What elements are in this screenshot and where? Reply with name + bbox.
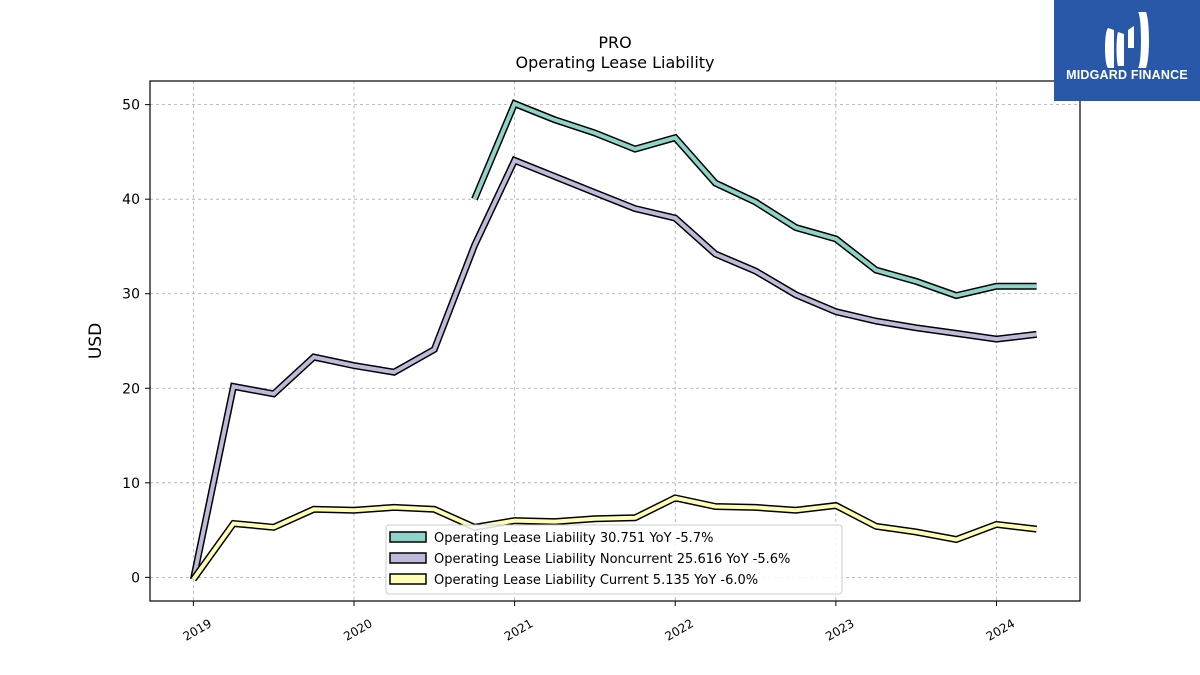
series-2 bbox=[189, 155, 1038, 581]
series-3 bbox=[190, 494, 1038, 582]
logo-text: MIDGARD FINANCE bbox=[1066, 68, 1188, 82]
x-tick-label: 2021 bbox=[502, 616, 535, 643]
legend-label: Operating Lease Liability 30.751 YoY -5.… bbox=[434, 531, 713, 546]
series-line bbox=[191, 157, 1037, 580]
legend-swatch bbox=[389, 573, 427, 585]
series-1 bbox=[471, 99, 1037, 300]
legend: Operating Lease Liability 30.751 YoY -5.… bbox=[385, 524, 843, 595]
legend-label: Operating Lease Liability Current 5.135 … bbox=[434, 573, 758, 588]
legend-box bbox=[385, 524, 843, 595]
legend-swatch bbox=[389, 552, 427, 564]
y-axis: 0 10 20 30 40 50 bbox=[122, 98, 150, 586]
x-tick-label: 2019 bbox=[181, 616, 214, 643]
y-tick-label: 10 bbox=[122, 476, 140, 492]
x-tick-label: 2020 bbox=[341, 616, 374, 643]
x-tick-label: 2024 bbox=[984, 616, 1017, 643]
y-tick-label: 0 bbox=[131, 570, 140, 586]
y-tick-label: 30 bbox=[122, 287, 140, 303]
series-line bbox=[472, 101, 1037, 298]
chart-subtitle: Operating Lease Liability bbox=[515, 53, 714, 72]
logo-mark-icon bbox=[1105, 12, 1149, 68]
grid bbox=[150, 81, 1080, 601]
x-tick-label: 2022 bbox=[663, 616, 696, 643]
legend-swatch bbox=[389, 531, 427, 543]
plot-frame bbox=[149, 80, 1081, 602]
x-axis: 2019 2020 2021 2022 2023 2024 bbox=[181, 601, 1017, 644]
x-tick-label: 2023 bbox=[823, 616, 856, 643]
series-lines bbox=[189, 99, 1038, 582]
legend-label: Operating Lease Liability Noncurrent 25.… bbox=[434, 552, 790, 567]
y-tick-label: 40 bbox=[122, 192, 140, 208]
chart-title: PRO bbox=[598, 33, 631, 52]
y-axis-title: USD bbox=[86, 323, 106, 359]
series-line bbox=[191, 495, 1037, 581]
series-line-outline bbox=[471, 99, 1037, 300]
y-tick-label: 20 bbox=[122, 381, 140, 397]
y-tick-label: 50 bbox=[122, 98, 140, 114]
logo: MIDGARD FINANCE bbox=[1054, 0, 1200, 101]
